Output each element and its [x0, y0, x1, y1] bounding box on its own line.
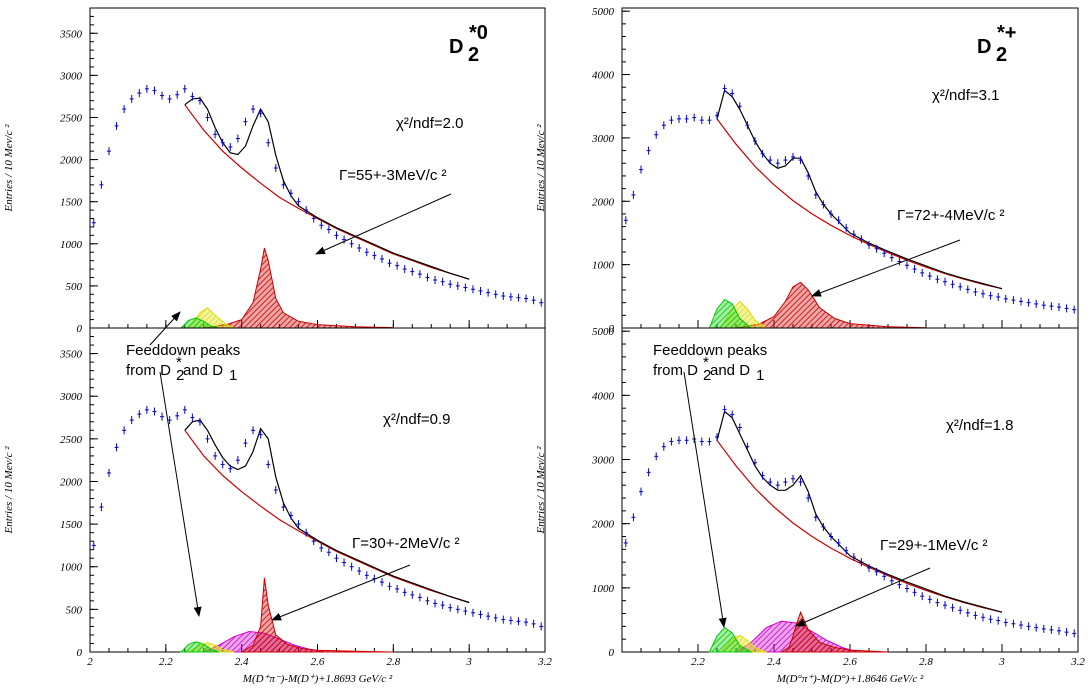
particle-sup: *0	[469, 22, 488, 44]
y-axis-label: Entries / 10 Mev/c ²	[535, 124, 547, 213]
panel-bottom-right: 0 1000 2000 3000 4000 5000 2.2 2.4 2.6 2.8 3 3.2 Ent…	[535, 326, 1085, 685]
y-tick-label: 0	[609, 647, 615, 659]
x-tick-label: 2.4	[767, 656, 781, 668]
panel-top-right: 0 1000 2000 3000 4000 5000 Entries / 10 Mev/c …	[535, 6, 1079, 335]
width-label: Γ=72+-4MeV/c ²	[897, 207, 1004, 224]
y-tick-label: 3500	[59, 349, 83, 361]
component-peak	[179, 641, 220, 653]
feeddown-sub: 2	[703, 367, 711, 384]
y-tick-label: 1000	[592, 260, 615, 272]
feeddown-label: and D	[183, 362, 223, 379]
plot-frame	[621, 7, 1079, 329]
y-tick-label: 3000	[59, 70, 83, 82]
y-tick-label: 500	[66, 604, 83, 616]
y-tick-label: 4000	[592, 70, 615, 82]
panel-top-left: 0 500 1000 1500 2000 2500 3000 3500 Entries / 10…	[3, 7, 546, 335]
feeddown-arrow	[159, 371, 202, 617]
feeddown-arrow-up	[149, 311, 181, 346]
particle-sub: 2	[996, 44, 1007, 66]
particle-label: D	[449, 36, 463, 58]
width-arrow	[271, 564, 411, 621]
x-tick-label: 2.8	[919, 656, 933, 668]
x-axis-label: M(D⁺π⁻)-M(D⁺)+1.8693 GeV/c ²	[242, 673, 393, 685]
y-tick-label: 1000	[592, 583, 615, 595]
feeddown-label: Feeddown peaks	[653, 342, 767, 359]
feeddown-label: from D	[126, 362, 171, 379]
particle-sub: 2	[468, 44, 479, 66]
y-tick-label: 1500	[60, 197, 83, 209]
x-tick-label: 3	[998, 656, 1005, 668]
component-peak	[203, 247, 394, 329]
y-axis-label: Entries / 10 Mev/c ²	[3, 446, 15, 535]
total-fit-curve	[716, 410, 1003, 613]
y-tick-label: 1500	[60, 519, 83, 531]
y-tick-label: 0	[77, 323, 83, 335]
feeddown-sub: 1	[756, 367, 764, 384]
x-tick-label: 3.2	[537, 656, 552, 668]
x-tick-label: 2.6	[843, 656, 857, 668]
width-arrow	[315, 193, 452, 255]
y-tick-label: 2000	[60, 476, 83, 488]
feeddown-label: and D	[710, 362, 750, 379]
background-fit-curve	[716, 118, 1003, 290]
particle-label: D	[977, 36, 991, 58]
x-tick-label: 2.2	[159, 656, 173, 668]
y-tick-label: 4000	[592, 390, 615, 402]
y-tick-label: 1000	[60, 239, 83, 251]
width-arrow	[811, 239, 961, 297]
width-label: Γ=30+-2MeV/c ²	[352, 535, 459, 552]
x-tick-label: 3	[465, 656, 472, 668]
y-tick-label: 5000	[592, 6, 615, 18]
y-tick-label: 1000	[60, 562, 83, 574]
x-tick-label: 2.6	[311, 656, 325, 668]
y-tick-label: 2000	[60, 155, 83, 167]
feeddown-arrow	[683, 371, 727, 628]
y-tick-label: 2500	[60, 112, 83, 124]
background-fit-curve	[184, 104, 470, 280]
particle-sup: *+	[997, 22, 1016, 44]
total-fit-curve	[716, 89, 1003, 290]
y-axis-label: Entries / 10 Mev/c ²	[535, 446, 547, 535]
y-tick-label: 3000	[59, 391, 83, 403]
y-tick-label: 0	[609, 323, 615, 335]
feeddown-sup: *	[176, 354, 182, 371]
feeddown-sup: *	[703, 354, 709, 371]
y-tick-label: 3000	[591, 455, 615, 467]
x-tick-label: 3.2	[1070, 656, 1085, 668]
component-peak	[708, 626, 754, 653]
x-tick-label: 2	[87, 656, 93, 668]
feeddown-sub: 1	[229, 367, 237, 384]
panel-bottom-left: 0 500 1000 1500 2000 2500 3000 3500 2 2.2 2.4 2.6 2.…	[3, 327, 552, 685]
y-tick-label: 0	[77, 647, 83, 659]
y-tick-label: 2500	[60, 434, 83, 446]
total-fit-curve	[184, 97, 470, 280]
feeddown-label: from D	[653, 362, 698, 379]
y-tick-label: 3000	[591, 133, 615, 145]
x-tick-label: 2.4	[235, 656, 249, 668]
y-tick-label: 3500	[59, 28, 83, 40]
y-tick-label: 5000	[592, 326, 615, 338]
component-peak	[779, 610, 889, 653]
feeddown-sub: 2	[176, 367, 184, 384]
width-label: Γ=55+-3MeV/c ²	[339, 167, 446, 184]
chi2-label: χ²/ndf=0.9	[383, 411, 451, 428]
component-peak	[241, 577, 394, 653]
chi2-label: χ²/ndf=2.0	[396, 115, 464, 132]
width-arrow	[795, 567, 931, 627]
y-tick-label: 500	[66, 281, 83, 293]
y-tick-label: 2000	[592, 196, 615, 208]
background-fit-curve	[184, 429, 470, 604]
total-fit-curve	[184, 419, 470, 604]
chi2-label: χ²/ndf=1.8	[946, 417, 1014, 434]
y-tick-label: 2000	[592, 519, 615, 531]
background-fit-curve	[716, 439, 1003, 613]
width-label: Γ=29+-1MeV/c ²	[880, 537, 987, 554]
y-axis-label: Entries / 10 Mev/c ²	[3, 124, 15, 213]
x-axis-label: M(D°π⁺)-M(D°)+1.8646 GeV/c ²	[776, 673, 924, 685]
feeddown-label: Feeddown peaks	[126, 342, 240, 359]
chi2-label: χ²/ndf=3.1	[932, 87, 1000, 104]
x-tick-label: 2.8	[386, 656, 400, 668]
x-tick-label: 2.2	[691, 656, 705, 668]
